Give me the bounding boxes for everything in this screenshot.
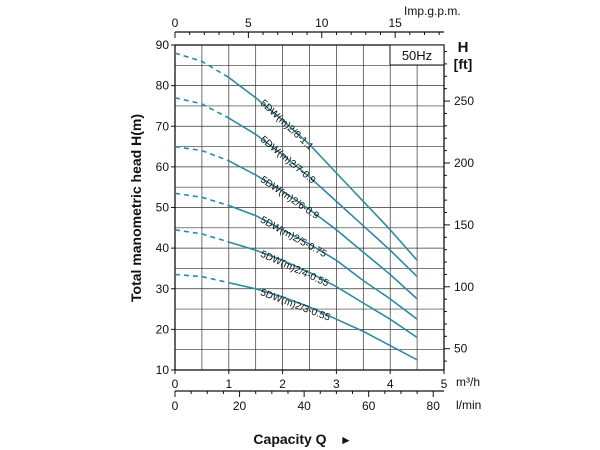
lmin-tick-label: 40 (297, 399, 311, 413)
curve-label: 5DW(m)2/3-0.55 (259, 287, 332, 324)
y-right-tick-label: 50 (454, 342, 468, 356)
x-tick-label: 2 (279, 377, 286, 391)
x-lmin-axis: 0 20 40 60 80 (172, 390, 444, 413)
x-top-axis: 0 5 10 15 (172, 16, 444, 38)
y-tick-label: 70 (156, 119, 170, 133)
top-tick-label: 15 (388, 16, 402, 30)
y-tick-label: 30 (156, 282, 170, 296)
curve-dashed (174, 192, 230, 207)
y-right-label-h: H (458, 39, 469, 56)
y-right-tick-label: 150 (454, 218, 474, 232)
y-tick-label: 10 (156, 363, 170, 377)
curve-dashed (174, 229, 230, 243)
lmin-tick-label: 20 (233, 399, 247, 413)
curve-line (228, 241, 418, 339)
curve-dashed (174, 52, 230, 79)
lmin-tick-label: 0 (172, 399, 179, 413)
curve-dashed (174, 97, 230, 119)
frequency-label: 50Hz (402, 48, 432, 63)
x-axis-label: Capacity Q (253, 431, 326, 447)
curve-line (228, 117, 418, 278)
top-tick-label: 5 (245, 16, 252, 30)
y-left-label: Total manometric head H(m) (128, 114, 144, 302)
y-tick-label: 40 (156, 241, 170, 255)
x-m3h-axis: 0 1 2 3 4 5 (172, 370, 448, 391)
y-left-axis: 10 20 30 40 50 60 70 80 90 (156, 38, 175, 377)
y-right-tick-label: 250 (454, 94, 474, 108)
curves (174, 52, 418, 361)
lmin-tick-label: 60 (362, 399, 376, 413)
curve-line (228, 204, 418, 320)
curve-dashed (174, 273, 229, 284)
curve-dashed (174, 145, 230, 162)
curve-line (228, 160, 418, 300)
lmin-unit: l/min (456, 398, 481, 412)
y-tick-label: 90 (156, 38, 170, 52)
y-tick-label: 60 (156, 160, 170, 174)
x-tick-label: 4 (387, 377, 394, 391)
y-right-tick-label: 100 (454, 280, 474, 294)
x-tick-label: 1 (225, 377, 232, 391)
x-axis-arrow: ► (340, 433, 352, 447)
x-tick-label: 3 (333, 377, 340, 391)
y-right-axis: 50 100 150 200 250 (444, 51, 474, 362)
y-tick-label: 80 (156, 79, 170, 93)
y-right-tick-label: 200 (454, 156, 474, 170)
grid (175, 45, 444, 370)
x-tick-label: 0 (172, 377, 179, 391)
top-tick-label: 10 (315, 16, 329, 30)
y-tick-label: 50 (156, 201, 170, 215)
curve-labels: 5DW(m)2/8-1.15DW(m)2/7-0.95DW(m)2/6-0.95… (258, 98, 332, 324)
m3h-unit: m³/h (456, 375, 480, 389)
y-tick-label: 20 (156, 322, 170, 336)
frequency-box (389, 44, 445, 66)
curve-line (228, 281, 418, 361)
lmin-tick-label: 80 (427, 399, 441, 413)
top-tick-label: 0 (172, 16, 179, 30)
x-tick-label: 5 (441, 377, 448, 391)
y-right-label-unit: [ft] (454, 56, 473, 72)
top-axis-unit: Imp.g.p.m. (404, 4, 461, 18)
curve-line (228, 76, 418, 261)
